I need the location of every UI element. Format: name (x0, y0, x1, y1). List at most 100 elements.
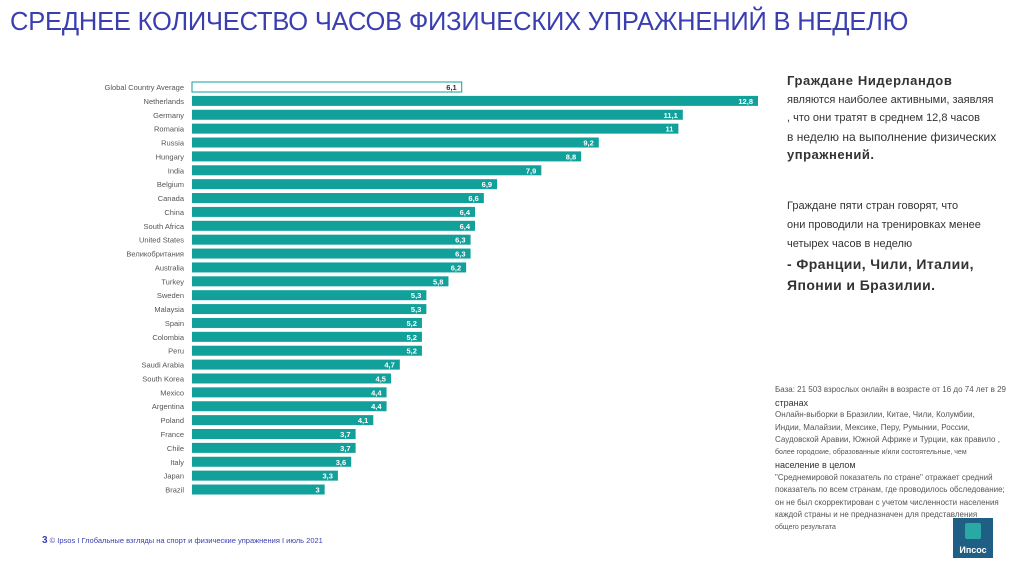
category-label: France (161, 430, 184, 439)
category-label: Romania (154, 125, 185, 134)
category-label: Global Country Average (105, 83, 185, 92)
bar (192, 179, 498, 190)
category-label: Argentina (152, 402, 185, 411)
bar (192, 415, 374, 426)
value-label: 6,3 (455, 236, 465, 245)
five-countries-note: Граждане пяти стран говорят, что они про… (787, 197, 1012, 296)
bar (192, 401, 387, 412)
bar (192, 429, 356, 439)
value-label: 6,1 (446, 83, 456, 92)
note2-line1: Граждане пяти стран говорят, что (787, 200, 959, 212)
bar (192, 345, 422, 356)
note1-line2: являются наиболее активными, заявляя (787, 93, 994, 106)
category-label: Sweden (157, 291, 184, 300)
bar (192, 290, 427, 301)
footer-text: © Ipsos I Глобальные взгляды на спорт и … (49, 536, 323, 545)
bar (192, 442, 356, 453)
bar-chart: Global Country Average 6,1 Netherlands 12,8… (105, 81, 758, 495)
logo-text: Ипсос (959, 545, 987, 555)
category-label: Hungary (156, 152, 185, 161)
base-note-line6: более городские, образованные и/или сост… (775, 448, 967, 456)
value-label: 3 (315, 486, 319, 495)
value-label: 4,4 (371, 402, 382, 411)
base-note-line2: странах (775, 397, 809, 408)
base-note-line8: "Среднемировой показатель по стране" отр… (775, 472, 993, 482)
value-label: 4,7 (384, 361, 394, 370)
category-label: South Korea (142, 374, 185, 383)
bar (192, 304, 427, 315)
netherlands-note: Граждане Нидерландов являются наиболее а… (787, 72, 1012, 165)
base-note-line12: общего результата (775, 523, 836, 531)
value-label: 5,8 (433, 277, 443, 286)
value-label: 3,7 (340, 444, 350, 453)
value-label: 6,3 (455, 250, 465, 259)
bar (192, 220, 475, 231)
base-note-line10: он не был скорректирован с учетом числен… (775, 497, 999, 507)
bar (192, 206, 475, 217)
category-label: Chile (167, 444, 184, 453)
category-label: South Africa (144, 222, 185, 231)
footer: 3 © Ipsos I Глобальные взгляды на спорт … (42, 535, 323, 546)
category-label: India (168, 166, 185, 175)
category-label: Italy (170, 458, 184, 467)
category-label: Colombia (152, 333, 185, 342)
category-label: Saudi Arabia (141, 361, 184, 370)
value-label: 8,8 (566, 152, 576, 161)
bar (192, 95, 758, 106)
bar (192, 123, 679, 134)
bar-average (191, 81, 463, 93)
value-label: 11,1 (664, 111, 678, 120)
value-label: 7,9 (526, 166, 536, 175)
category-label: Turkey (161, 277, 184, 286)
base-note-line1: База: 21 503 взрослых онлайн в возрасте … (775, 385, 1006, 394)
value-label: 3,7 (340, 430, 350, 439)
category-label: Belgium (157, 180, 184, 189)
bar (192, 109, 683, 120)
value-label: 3,3 (322, 472, 332, 481)
base-note-line3: Онлайн-выборки в Бразилии, Китае, Чили, … (775, 410, 975, 419)
category-label: Australia (155, 263, 185, 272)
category-label: Netherlands (144, 97, 185, 106)
value-label: 6,4 (460, 208, 471, 217)
category-label: Japan (164, 472, 184, 481)
category-label: Poland (161, 416, 184, 425)
category-label: United States (139, 236, 184, 245)
bar (192, 373, 391, 384)
value-label: 6,4 (460, 222, 471, 231)
note2-line3: четырех часов в неделю (787, 238, 913, 250)
base-note-line11: каждой страны и не предназначен для пред… (775, 510, 978, 519)
note1-line3: , что они тратят в среднем 12,8 часов (787, 112, 980, 124)
bar (192, 387, 387, 398)
value-label: 12,8 (738, 97, 753, 106)
bar (192, 470, 338, 481)
page-number: 3 (42, 535, 48, 546)
value-label: 5,3 (411, 305, 421, 314)
value-label: 11 (665, 125, 673, 134)
value-label: 5,3 (411, 291, 421, 300)
bar (192, 151, 582, 162)
base-note-line5: Саудовской Аравии, Южной Африке и Турции… (775, 435, 1000, 444)
note2-line4: - Франции, Чили, Италии, (787, 256, 974, 272)
bar (192, 317, 422, 328)
note1-line1: Граждане Нидерландов (787, 73, 953, 88)
bar (192, 165, 542, 176)
value-label: 9,2 (583, 139, 593, 148)
base-note: База: 21 503 взрослых онлайн в возрасте … (775, 384, 1015, 534)
note2-line5: Японии и Бразилии. (787, 277, 936, 293)
value-label: 6,9 (482, 180, 492, 189)
bar (192, 262, 467, 273)
base-note-line4: Индии, Малайзии, Мексике, Перу, Румынии,… (775, 422, 970, 432)
value-label: 3,6 (336, 458, 346, 467)
category-label: Великобритания (126, 250, 184, 259)
base-note-line9: показатель по всем странам, где проводил… (775, 485, 1005, 494)
value-label: 4,1 (358, 416, 368, 425)
value-label: 5,2 (407, 319, 417, 328)
ipsos-logo: Ипсос (953, 518, 993, 558)
category-label: China (164, 208, 184, 217)
base-note-line7: население в целом (775, 460, 856, 470)
bar (192, 137, 599, 148)
bar (192, 484, 325, 495)
value-label: 5,2 (407, 333, 417, 342)
bar (192, 456, 352, 467)
note1-line4: в неделю на выполнение физических (787, 129, 997, 144)
